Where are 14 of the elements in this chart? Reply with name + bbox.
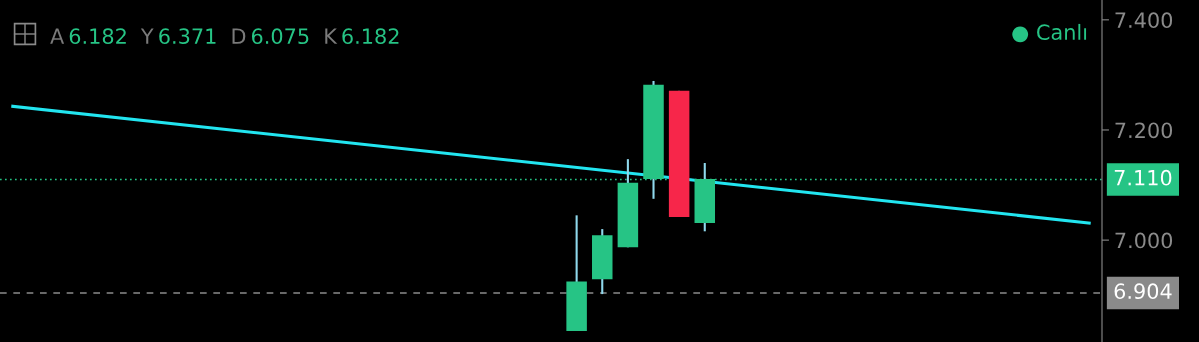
annotation: 6.371 [159, 28, 216, 45]
ref-line-label: 7.110 [1114, 169, 1172, 186]
annotation: 6.182 [342, 28, 399, 45]
y-tick-label: 7.200 [1115, 122, 1173, 139]
annotation: A [50, 28, 65, 44]
annotation: Y [140, 28, 154, 44]
ref-line-label: 6.904 [1114, 283, 1172, 300]
y-tick-label: 7.000 [1115, 232, 1173, 249]
annotation: 6.075 [251, 28, 309, 45]
annotation: ● Canlı [1012, 23, 1087, 43]
annotation: K [325, 28, 338, 44]
annotation: 6.182 [69, 28, 126, 45]
y-tick-label: 7.400 [1115, 12, 1173, 29]
annotation: D [232, 28, 246, 44]
